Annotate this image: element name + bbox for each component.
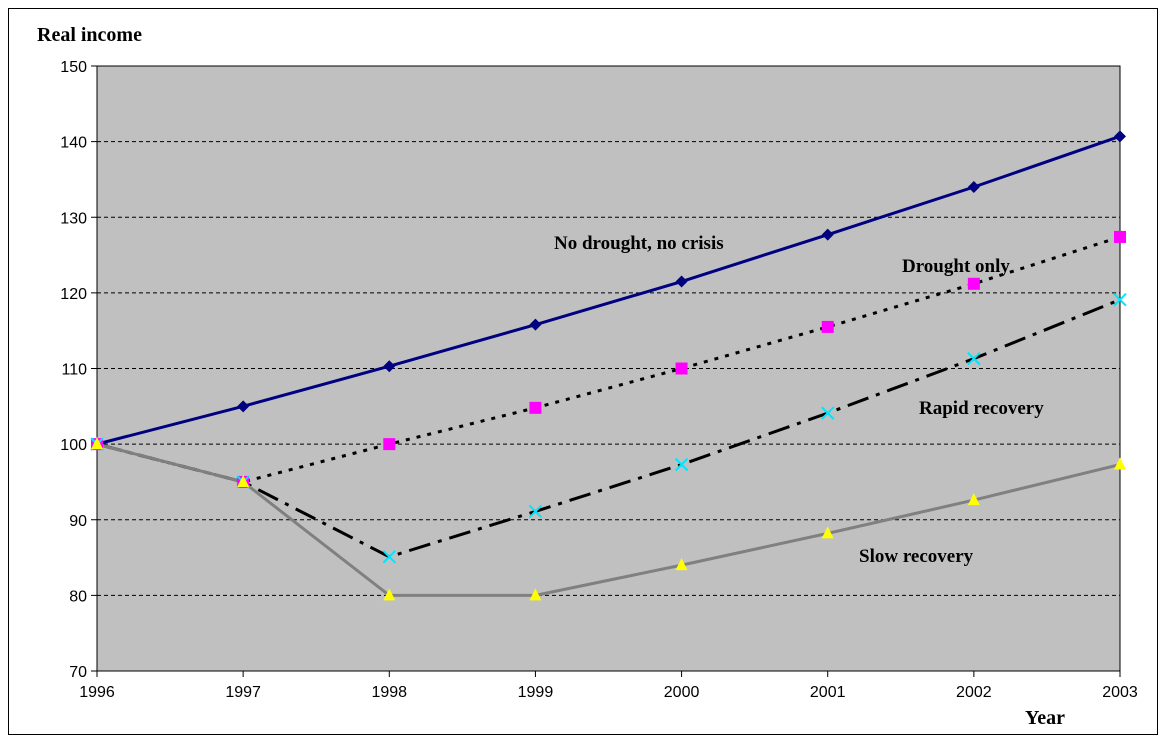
data-point-triangle: [1114, 457, 1126, 470]
data-point-square: [383, 438, 396, 451]
series-lines: [96, 134, 1121, 597]
y-tick-label: 140: [60, 135, 87, 152]
data-point-triangle: [675, 558, 688, 571]
y-tick-label: 110: [61, 362, 87, 379]
y-tick-label: 120: [60, 286, 87, 303]
x-tick-label: 2003: [1102, 684, 1138, 701]
data-point-x: [382, 550, 396, 564]
y-tick-label: 80: [69, 588, 87, 605]
y-axis-title: Real income: [37, 24, 142, 46]
x-tick-label: 1997: [225, 684, 261, 701]
data-point-diamond: [967, 181, 980, 193]
x-tick-label: 1999: [518, 684, 554, 701]
drought-only-line: [96, 235, 1121, 484]
data-point-diamond: [529, 318, 542, 331]
data-point-diamond: [1114, 130, 1126, 143]
data-point-x: [821, 406, 835, 420]
series-markers: [90, 130, 1127, 601]
label-no-drought: No drought, no crisis: [554, 233, 724, 254]
data-point-triangle: [91, 437, 103, 450]
data-point-triangle: [967, 493, 980, 506]
x-tick-labels: 1996 1997 1998 1999 2000 2001 2002 2003: [79, 684, 1138, 701]
data-point-triangle: [383, 588, 396, 601]
data-point-x: [1113, 292, 1127, 307]
data-point-x: [528, 504, 543, 519]
label-rapid-recovery: Rapid recovery: [919, 398, 1044, 419]
label-slow-recovery: Slow recovery: [859, 546, 974, 567]
x-tick-label: 1998: [371, 684, 407, 701]
chart-frame: 70 80 90 100 110 120 130 140 150 1996 1997 1998 199…: [8, 8, 1158, 735]
y-tick-label: 150: [60, 59, 87, 76]
data-point-square: [529, 401, 542, 414]
data-point-square: [675, 362, 688, 375]
y-tick-label: 90: [69, 513, 87, 530]
data-point-diamond: [675, 275, 688, 288]
y-tick-labels: 70 80 90 100 110 120 130 140 150: [60, 59, 87, 681]
data-point-square: [821, 320, 834, 333]
series-labels: No drought, no crisis Drought only Rapid r…: [554, 233, 1044, 567]
data-point-square: [1114, 230, 1126, 243]
data-point-diamond: [237, 400, 250, 413]
data-point-triangle: [821, 526, 834, 539]
label-drought-only: Drought only: [902, 256, 1010, 277]
x-axis-title: Year: [1025, 707, 1065, 729]
x-tick-label: 2000: [664, 684, 700, 701]
y-tick-label: 100: [60, 437, 87, 454]
data-point-diamond: [383, 360, 396, 373]
x-tick-label: 2001: [810, 684, 846, 701]
data-point-triangle: [237, 474, 250, 487]
data-point-square: [967, 277, 980, 290]
no-drought-line: [96, 134, 1121, 446]
gridlines: [91, 65, 1121, 677]
x-tick-label: 1996: [79, 684, 115, 701]
data-point-triangle: [529, 588, 542, 601]
data-point-diamond: [821, 228, 834, 241]
y-tick-label: 70: [69, 664, 87, 681]
slow-recovery-line: [96, 442, 1121, 597]
data-point-x: [674, 457, 689, 472]
x-tick-label: 2002: [956, 684, 992, 701]
y-tick-label: 130: [60, 210, 87, 227]
rapid-recovery-line: [96, 298, 1121, 559]
data-point-x: [967, 351, 981, 366]
